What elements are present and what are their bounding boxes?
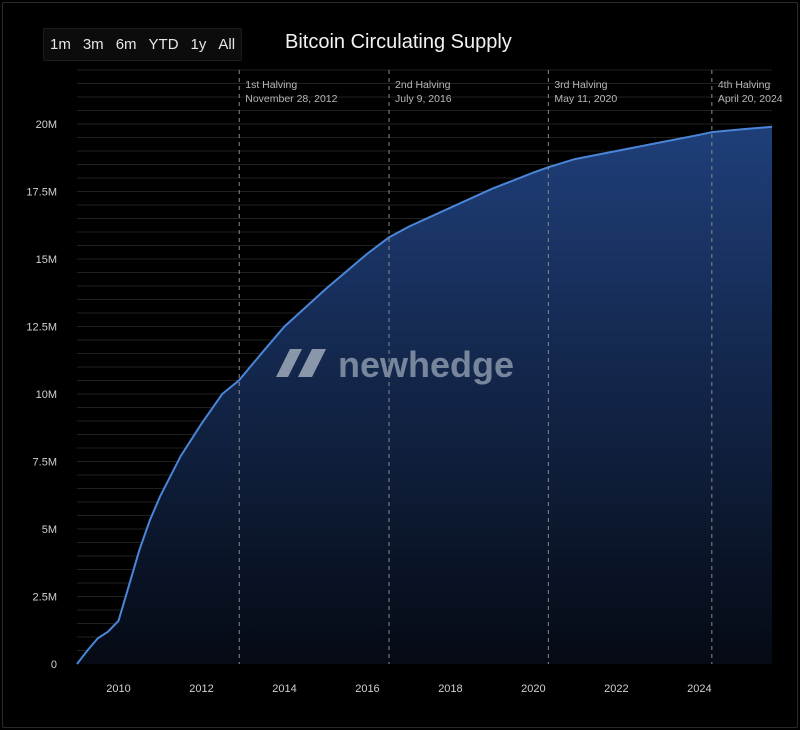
newhedge-logo-icon-part [298,349,326,377]
y-tick-label: 20M [36,119,57,131]
chart-title: Bitcoin Circulating Supply [285,31,512,53]
y-axis-ticks: 0 2.5M 5M 7.5M 10M 12.5M 15M 17.5M 20M [26,119,57,671]
x-tick-label: 2014 [272,683,296,695]
range-button-3m[interactable]: 3m [82,36,104,53]
range-button-all[interactable]: All [218,36,236,53]
y-tick-label: 15M [36,254,57,266]
y-tick-label: 10M [36,389,57,401]
halving-label: 3rd Halving [554,79,607,91]
x-tick-label: 2020 [521,683,545,695]
newhedge-watermark: newhedge [276,344,514,385]
supply-area [77,126,772,664]
newhedge-logo-icon [276,349,302,377]
x-tick-label: 2024 [687,683,711,695]
supply-line [76,125,773,665]
y-tick-label: 5M [42,524,57,536]
y-tick-label: 2.5M [33,592,57,604]
x-axis-ticks: 2010 2012 2014 2016 2018 2020 2022 2024 [106,683,711,695]
x-tick-label: 2010 [106,683,130,695]
y-tick-label: 17.5M [26,187,57,199]
y-tick-label: 0 [51,659,57,671]
halving-date: November 28, 2012 [245,93,337,105]
halving-date: April 20, 2024 [718,93,783,105]
x-tick-label: 2016 [355,683,379,695]
x-tick-label: 2012 [189,683,213,695]
halving-markers: 1st Halving November 28, 2012 2nd Halving J… [238,70,783,664]
watermark-text: newhedge [338,344,514,385]
y-tick-label: 12.5M [26,322,57,334]
halving-label: 1st Halving [245,79,297,91]
x-tick-label: 2018 [438,683,462,695]
range-button-1y[interactable]: 1y [190,36,207,53]
range-selector: 1m 3m 6m YTD 1y All [43,28,243,61]
halving-label: 4th Halving [718,79,771,91]
halving-label: 2nd Halving [395,79,451,91]
y-tick-label: 7.5M [33,457,57,469]
halving-date: July 9, 2016 [395,93,452,105]
x-tick-label: 2022 [604,683,628,695]
halving-date: May 11, 2020 [554,93,617,105]
range-button-6m[interactable]: 6m [115,36,137,53]
range-button-ytd[interactable]: YTD [148,36,179,53]
range-button-1m[interactable]: 1m [50,36,71,53]
